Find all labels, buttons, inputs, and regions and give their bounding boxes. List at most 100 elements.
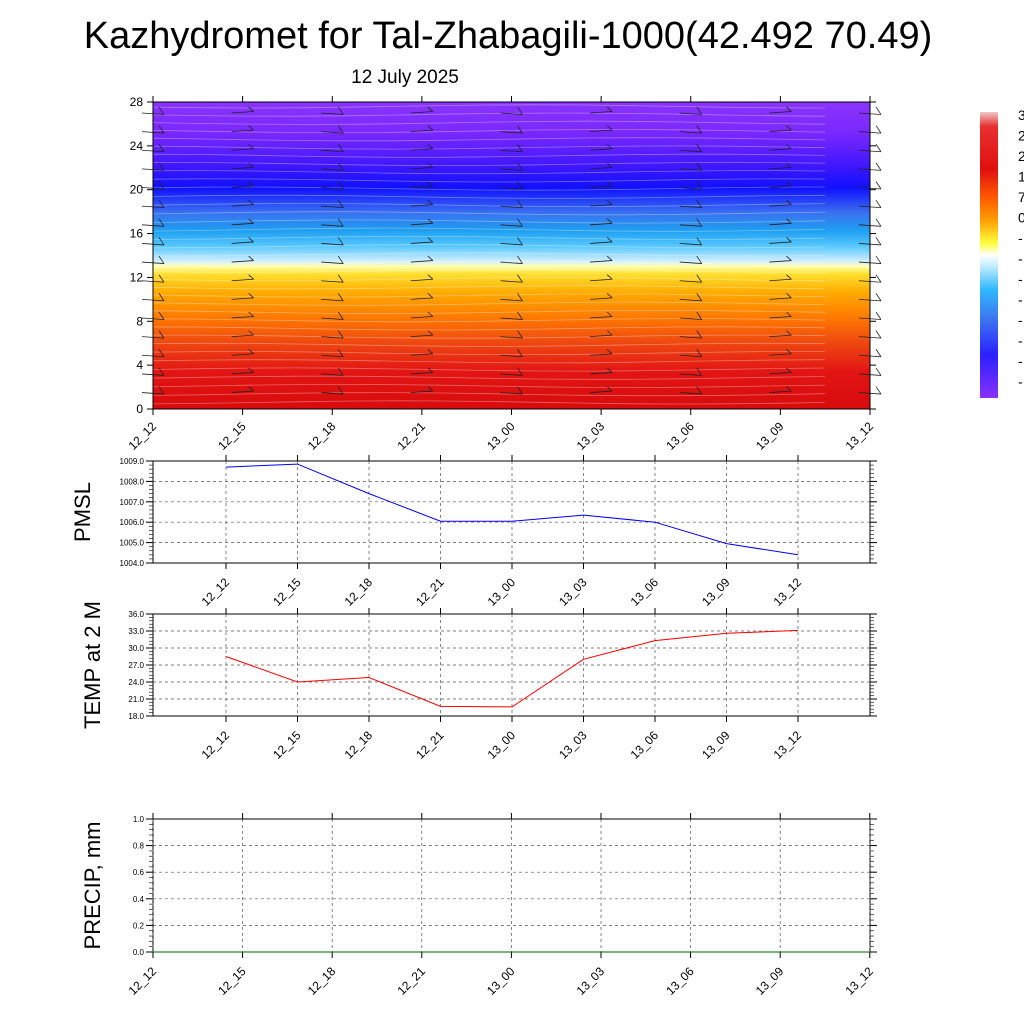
contour-line	[152, 178, 826, 183]
colorbar-label: -	[1018, 374, 1023, 390]
temperature-cross-section-panel: 0 4 8 12 16 20 24 28 12_12 12_15 12_18 12_21 13_00 1…	[126, 95, 882, 453]
wind-barb	[769, 222, 792, 226]
wind-barb	[769, 111, 792, 114]
wind-barb-flag	[696, 349, 703, 357]
wind-barb	[679, 392, 702, 395]
wind-barb	[231, 185, 254, 188]
contour-line	[152, 252, 826, 257]
wind-barb-flag	[696, 106, 703, 115]
wind-barb-flag	[158, 386, 165, 395]
wind-barb-flag	[606, 311, 613, 317]
wind-barb	[590, 241, 613, 244]
contour-line	[152, 170, 826, 175]
wind-barb	[590, 129, 613, 133]
x-tick-label: 12_21	[394, 419, 428, 453]
wind-barb-flag	[427, 162, 434, 168]
y-tick-label: 4	[136, 358, 143, 372]
wind-barb	[410, 222, 433, 226]
wind-barb-flag	[696, 293, 703, 302]
wind-barb	[590, 278, 613, 282]
wind-barb	[769, 316, 792, 319]
wind-barb-flag	[786, 311, 792, 317]
plot-frame	[152, 613, 871, 717]
contour-line	[152, 120, 826, 125]
wind-barb	[321, 336, 344, 339]
wind-barb-flag	[427, 143, 434, 150]
x-tick-label: 13_12	[771, 575, 805, 609]
series-line	[225, 463, 799, 556]
wind-barb	[500, 336, 523, 339]
y-tick-label: 18.0	[128, 712, 144, 721]
wind-barb	[410, 297, 433, 300]
x-tick-label: 13_03	[574, 419, 608, 453]
wind-barb-flag	[517, 311, 523, 320]
wind-barb-flag	[337, 330, 344, 339]
wind-barb	[769, 166, 792, 170]
wind-barb	[769, 260, 792, 263]
x-tick-label: 13_12	[771, 728, 805, 762]
wind-barb-flag	[696, 386, 703, 395]
contour-line	[152, 153, 826, 158]
colorbar-labels: 3 2 2 1 7 0 - - - - - - - -	[1018, 107, 1024, 390]
y-tick-label: 33.0	[128, 627, 144, 636]
wind-barb-flag	[158, 144, 165, 152]
wind-barb-flag	[248, 274, 254, 280]
wind-barb-flag	[517, 144, 523, 152]
x-tick-label: 13_09	[699, 728, 733, 762]
wind-barb	[500, 354, 523, 358]
x-tick-label: 13_06	[663, 419, 697, 453]
wind-barb	[500, 187, 523, 190]
wind-barb-flag	[158, 367, 165, 376]
wind-barb	[769, 129, 792, 133]
wind-barb-flag	[606, 386, 613, 392]
wind-barb-flag	[158, 106, 165, 115]
x-tick-label: 12_15	[270, 575, 304, 609]
y-tick-label: 0.0	[133, 948, 145, 957]
y-tick-label: 1007.0	[120, 498, 145, 507]
wind-barb	[590, 222, 613, 226]
wind-barb-flag	[696, 311, 703, 320]
wind-barb-flag	[606, 106, 613, 112]
wind-barb-flag	[875, 181, 882, 190]
wind-barb-flag	[606, 274, 613, 280]
wind-barb-flag	[875, 125, 882, 134]
wind-barb-flag	[158, 162, 165, 171]
y-tick-label: 8	[136, 314, 143, 328]
wind-barb-flag	[786, 106, 792, 112]
wind-barb	[769, 353, 792, 356]
x-tick-label: 12_15	[215, 419, 249, 453]
x-tick-label: 12_21	[413, 728, 447, 762]
wind-barb	[231, 390, 254, 393]
wind-barb	[769, 185, 792, 188]
wind-barb-flag	[696, 162, 703, 171]
wind-barb-flag	[875, 106, 882, 115]
wind-barb-flag	[248, 330, 254, 336]
wind-barb	[679, 205, 702, 209]
wind-barb	[500, 224, 523, 227]
x-tick-label: 13_12	[842, 964, 876, 998]
wind-barb-flag	[696, 330, 703, 339]
wind-barb	[500, 243, 523, 246]
wind-barb-flag	[158, 125, 165, 134]
wind-barb-flag	[786, 367, 792, 373]
contour-line	[152, 219, 826, 224]
plot-frame	[152, 460, 871, 564]
wind-barb-flag	[337, 106, 344, 115]
wind-barb	[500, 261, 523, 264]
wind-barb	[769, 148, 792, 151]
wind-barb-flag	[337, 293, 344, 302]
wind-barb	[679, 224, 702, 227]
wind-barb	[500, 317, 523, 320]
wind-barb-flag	[337, 199, 344, 208]
y-tick-label: 0.2	[133, 921, 145, 930]
contour-line	[152, 359, 826, 364]
wind-barb	[321, 131, 344, 134]
wind-barb-flag	[248, 143, 254, 150]
wind-barb-flag	[875, 218, 882, 227]
wind-barb	[410, 185, 433, 188]
wind-barb-flag	[517, 237, 523, 246]
wind-barb-flag	[337, 125, 344, 134]
colorbar-label: -	[1018, 333, 1023, 349]
contour-line	[152, 161, 826, 166]
contour-line	[152, 310, 826, 314]
